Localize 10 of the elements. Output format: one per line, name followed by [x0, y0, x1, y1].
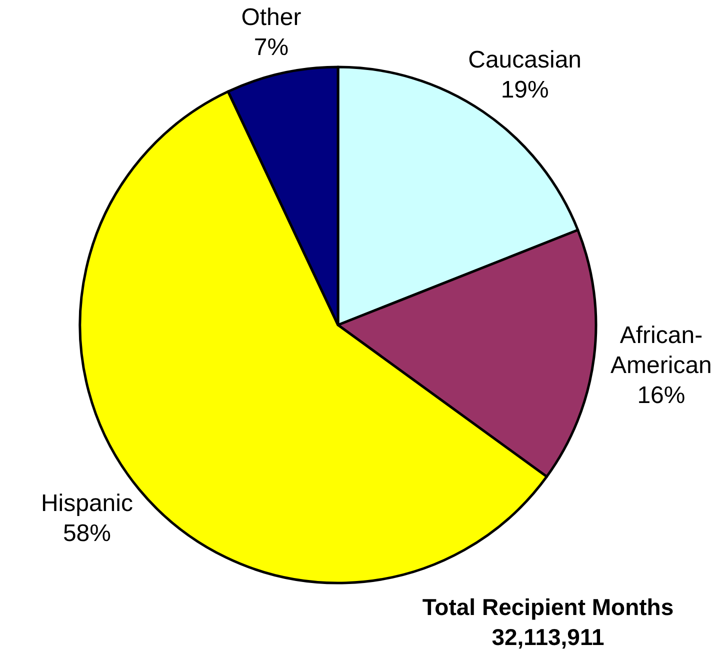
data-label: 19% — [500, 76, 549, 103]
data-label: 7% — [254, 34, 289, 60]
data-label: 58% — [62, 520, 111, 547]
text: 32,113,911 — [492, 624, 604, 650]
slice-label: Hispanic — [40, 490, 133, 517]
slice-label: Other — [241, 4, 302, 30]
slice-label: Caucasian — [468, 46, 582, 73]
slice-label: African-American — [610, 321, 712, 378]
data-label: 16% — [637, 381, 686, 408]
text: Total Recipient Months — [422, 594, 674, 620]
